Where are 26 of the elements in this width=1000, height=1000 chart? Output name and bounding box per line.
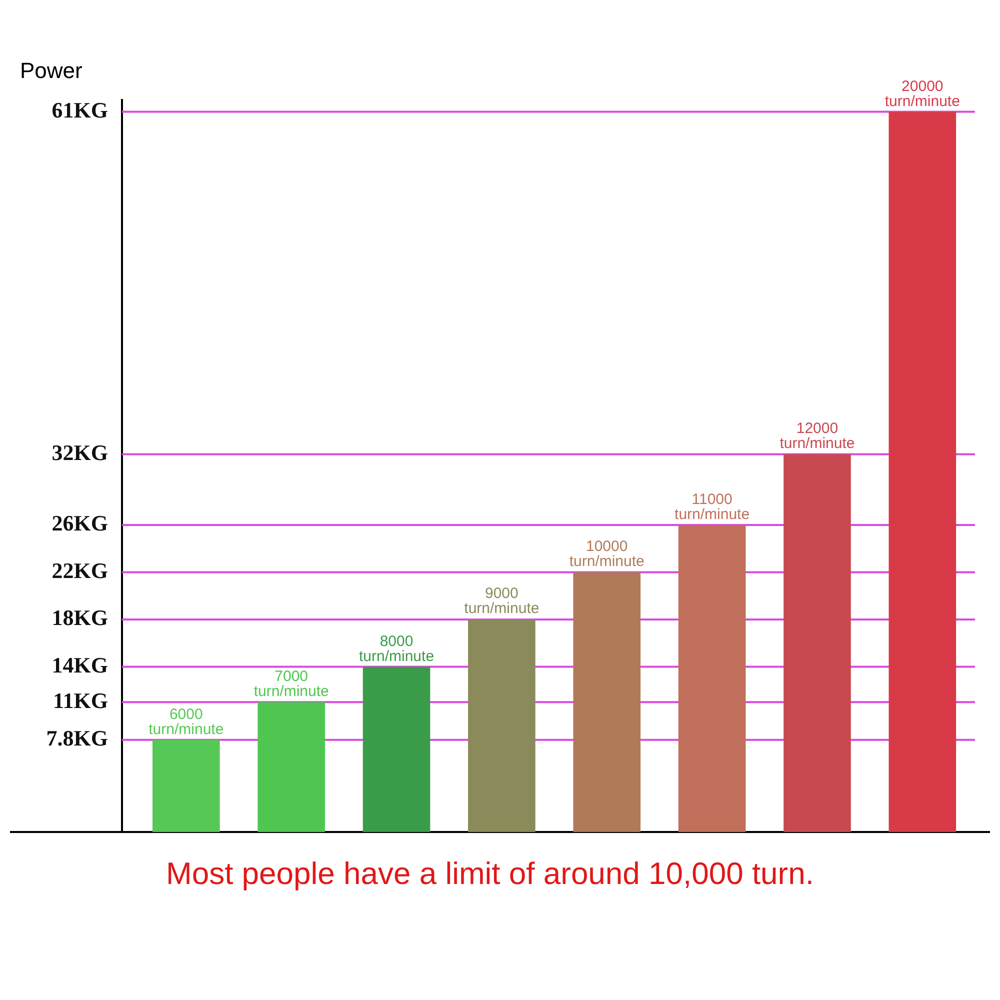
x-tick-label: 6000 turn/minute bbox=[148, 706, 224, 738]
x-tick-label: 20000 turn/minute bbox=[884, 78, 960, 110]
bar bbox=[362, 666, 430, 832]
y-tick-label: 7.8KG bbox=[46, 726, 108, 751]
bar bbox=[784, 454, 851, 832]
x-tick-label: 7000 turn/minute bbox=[254, 668, 329, 700]
y-tick-label: 11KG bbox=[52, 688, 108, 713]
y-tick-label: 22KG bbox=[52, 558, 108, 583]
x-tick-label: 12000 turn/minute bbox=[780, 420, 855, 452]
bar bbox=[152, 740, 220, 832]
y-tick-label: 26KG bbox=[52, 510, 108, 536]
bar bbox=[888, 112, 956, 832]
y-tick-label: 14KG bbox=[52, 652, 108, 678]
y-axis-title: Power bbox=[20, 58, 82, 84]
x-tick-label: 8000 turn/minute bbox=[359, 632, 434, 665]
y-tick-label: 32KG bbox=[52, 440, 108, 465]
bar bbox=[468, 619, 536, 832]
y-tick-label: 61KG bbox=[52, 97, 108, 122]
bar bbox=[678, 525, 746, 832]
text: Most people have a limit of around 10,000 turn. bbox=[166, 856, 814, 892]
y-tick-label: 18KG bbox=[52, 605, 108, 630]
x-tick-label: 9000 turn/minute bbox=[464, 585, 540, 618]
bar bbox=[573, 572, 641, 832]
x-tick-label: 10000 turn/minute bbox=[569, 538, 644, 570]
x-tick-label: 11000 turn/minute bbox=[674, 491, 750, 524]
bar bbox=[258, 702, 325, 832]
